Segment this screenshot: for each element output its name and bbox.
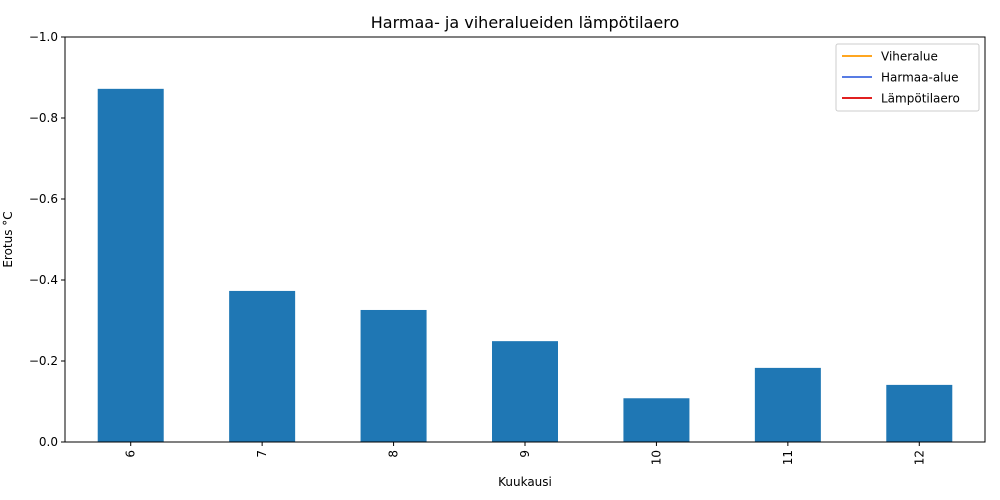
x-tick-label: 11	[781, 450, 795, 465]
bar	[492, 341, 558, 442]
legend-label: Viheralue	[881, 50, 938, 64]
bar	[886, 384, 953, 442]
y-tick-label: −0.4	[29, 273, 58, 287]
bar	[360, 309, 427, 442]
bar	[623, 398, 690, 442]
legend-label: Harmaa-alue	[881, 71, 959, 85]
x-axis: 6 7 8 9 10 11 12	[124, 442, 926, 465]
bar	[229, 290, 296, 442]
legend: Viheralue Harmaa-alue Lämpötilaero	[835, 43, 980, 112]
x-tick-label: 10	[649, 450, 663, 465]
y-tick-label: −0.2	[29, 354, 58, 368]
x-axis-title: Kuukausi	[498, 475, 552, 489]
x-tick-label: 6	[124, 450, 138, 458]
bar	[97, 88, 164, 442]
chart-title: Harmaa- ja viheralueiden lämpötilaero	[371, 13, 680, 32]
x-tick-label: 9	[518, 450, 532, 458]
x-tick-label: 8	[387, 450, 401, 458]
x-tick-label: 7	[255, 450, 269, 458]
y-tick-label: 0.0	[39, 435, 58, 449]
y-tick-label: −1.0	[29, 30, 58, 44]
legend-label: Lämpötilaero	[881, 92, 960, 106]
bars-group	[97, 88, 953, 442]
y-tick-label: −0.8	[29, 111, 58, 125]
y-axis-title: Erotus °C	[1, 211, 15, 267]
legend-box	[835, 43, 980, 112]
y-axis: 0.0 −0.2 −0.4 −0.6 −0.8 −1.0	[29, 30, 65, 449]
x-tick-label: 12	[912, 450, 926, 465]
y-tick-label: −0.6	[29, 192, 58, 206]
bar	[754, 367, 821, 442]
